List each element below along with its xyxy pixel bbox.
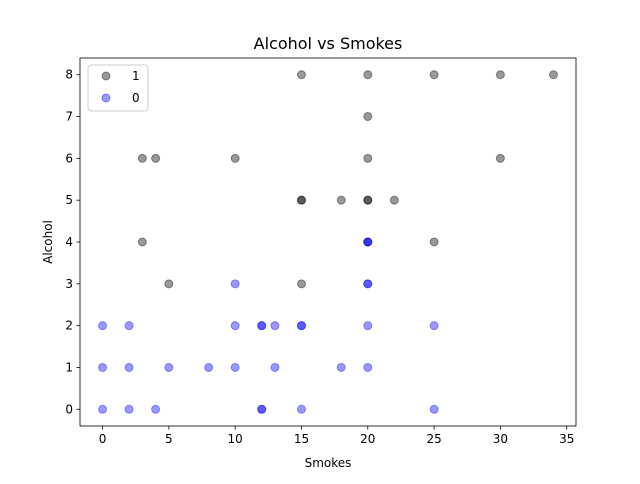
legend-marker xyxy=(101,71,111,81)
x-tick-label: 30 xyxy=(493,432,508,446)
chart-title: Alcohol vs Smokes xyxy=(254,34,403,53)
series-0-point xyxy=(363,112,373,122)
series-1-point xyxy=(257,321,267,331)
series-1-point xyxy=(363,321,373,331)
series-1-point xyxy=(296,321,306,331)
legend-label: 0 xyxy=(132,91,140,105)
series-1-point xyxy=(429,321,439,331)
series-1-point xyxy=(164,362,174,372)
series-1-point xyxy=(363,279,373,289)
series-1-point xyxy=(151,404,161,414)
series-0-point xyxy=(429,70,439,80)
series-0-point xyxy=(296,195,306,205)
series-0-point xyxy=(495,153,505,163)
points-layer xyxy=(98,70,558,414)
y-tick-label: 5 xyxy=(65,193,73,207)
series-0-point xyxy=(164,279,174,289)
series-0-point xyxy=(363,237,373,247)
x-tick-label: 10 xyxy=(228,432,243,446)
series-0-point xyxy=(296,195,306,205)
x-axis-label: Smokes xyxy=(305,456,352,470)
series-1-point xyxy=(296,404,306,414)
series-0-point xyxy=(137,153,147,163)
x-tick-label: 5 xyxy=(165,432,173,446)
y-tick-label: 7 xyxy=(65,110,73,124)
series-0-point xyxy=(495,70,505,80)
series-0-point xyxy=(363,195,373,205)
series-1-point xyxy=(124,362,134,372)
series-1-point xyxy=(363,362,373,372)
series-0-point xyxy=(548,70,558,80)
series-0-point xyxy=(296,279,306,289)
legend-label: 1 xyxy=(132,69,140,83)
series-1-point xyxy=(257,404,267,414)
series-1-point xyxy=(270,362,280,372)
series-1-point xyxy=(270,321,280,331)
series-1-point xyxy=(257,404,267,414)
series-0-point xyxy=(296,70,306,80)
y-tick-label: 4 xyxy=(65,235,73,249)
series-1-point xyxy=(98,404,108,414)
series-0-point xyxy=(137,237,147,247)
series-0-point xyxy=(389,195,399,205)
x-tick-label: 15 xyxy=(294,432,309,446)
series-1-point xyxy=(124,321,134,331)
series-1-point xyxy=(230,321,240,331)
y-tick-label: 8 xyxy=(65,68,73,82)
series-1-point xyxy=(363,237,373,247)
series-1-point xyxy=(204,362,214,372)
series-0-point xyxy=(363,195,373,205)
series-1-point xyxy=(363,237,373,247)
series-1-point xyxy=(336,362,346,372)
series-1-point xyxy=(296,321,306,331)
y-tick-label: 2 xyxy=(65,319,73,333)
legend-marker xyxy=(101,93,111,103)
legend: 10 xyxy=(87,64,149,112)
series-1-point xyxy=(230,362,240,372)
series-1-point xyxy=(98,321,108,331)
series-1-point xyxy=(429,404,439,414)
x-tick-label: 20 xyxy=(360,432,375,446)
series-0-point xyxy=(336,195,346,205)
y-axis-label: Alcohol xyxy=(41,220,55,264)
series-0-point xyxy=(151,153,161,163)
y-tick-label: 0 xyxy=(65,402,73,416)
series-1-point xyxy=(124,404,134,414)
y-tick-label: 3 xyxy=(65,277,73,291)
series-1-point xyxy=(363,279,373,289)
series-1-point xyxy=(257,321,267,331)
series-1-point xyxy=(230,279,240,289)
series-0-point xyxy=(429,237,439,247)
y-tick-label: 6 xyxy=(65,151,73,165)
series-1-point xyxy=(98,362,108,372)
y-tick-label: 1 xyxy=(65,360,73,374)
series-0-point xyxy=(363,70,373,80)
series-0-point xyxy=(363,153,373,163)
x-tick-label: 25 xyxy=(426,432,441,446)
x-tick-label: 0 xyxy=(99,432,107,446)
x-tick-label: 35 xyxy=(559,432,574,446)
series-0-point xyxy=(230,153,240,163)
legend-box xyxy=(87,64,149,112)
